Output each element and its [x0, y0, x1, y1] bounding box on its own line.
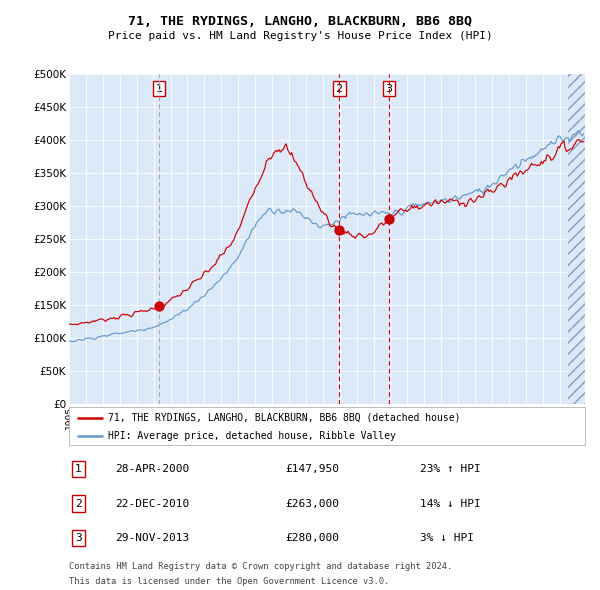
- Text: £147,950: £147,950: [286, 464, 340, 474]
- Text: Contains HM Land Registry data © Crown copyright and database right 2024.: Contains HM Land Registry data © Crown c…: [69, 562, 452, 571]
- Text: HPI: Average price, detached house, Ribble Valley: HPI: Average price, detached house, Ribb…: [108, 431, 395, 441]
- Text: 3% ↓ HPI: 3% ↓ HPI: [420, 533, 474, 543]
- Text: 1: 1: [155, 84, 163, 94]
- Text: 28-APR-2000: 28-APR-2000: [115, 464, 190, 474]
- Text: 14% ↓ HPI: 14% ↓ HPI: [420, 499, 481, 509]
- Text: £263,000: £263,000: [286, 499, 340, 509]
- Text: 71, THE RYDINGS, LANGHO, BLACKBURN, BB6 8BQ (detached house): 71, THE RYDINGS, LANGHO, BLACKBURN, BB6 …: [108, 413, 460, 423]
- Text: 2: 2: [75, 499, 82, 509]
- Text: 2: 2: [335, 84, 343, 94]
- Point: [334, 225, 344, 235]
- Text: 3: 3: [75, 533, 82, 543]
- Text: 29-NOV-2013: 29-NOV-2013: [115, 533, 190, 543]
- Text: 23% ↑ HPI: 23% ↑ HPI: [420, 464, 481, 474]
- Point: [154, 301, 164, 311]
- Text: This data is licensed under the Open Government Licence v3.0.: This data is licensed under the Open Gov…: [69, 577, 389, 586]
- Point: [384, 214, 394, 224]
- Text: 1: 1: [75, 464, 82, 474]
- Text: 3: 3: [385, 84, 392, 94]
- Text: 71, THE RYDINGS, LANGHO, BLACKBURN, BB6 8BQ: 71, THE RYDINGS, LANGHO, BLACKBURN, BB6 …: [128, 15, 472, 28]
- Bar: [568, 74, 585, 404]
- Text: Price paid vs. HM Land Registry's House Price Index (HPI): Price paid vs. HM Land Registry's House …: [107, 31, 493, 41]
- Text: 22-DEC-2010: 22-DEC-2010: [115, 499, 190, 509]
- Text: £280,000: £280,000: [286, 533, 340, 543]
